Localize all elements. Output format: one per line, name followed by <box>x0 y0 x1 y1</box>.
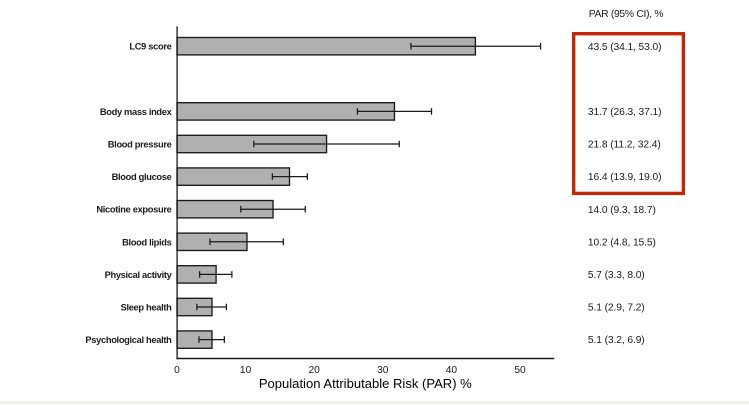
svg-text:Blood pressure: Blood pressure <box>108 140 172 150</box>
svg-text:16.4 (13.9, 19.0): 16.4 (13.9, 19.0) <box>588 172 662 183</box>
svg-text:10: 10 <box>240 365 252 376</box>
svg-text:10.2 (4.8, 15.5): 10.2 (4.8, 15.5) <box>588 237 656 248</box>
svg-text:43.5 (34.1, 53.0): 43.5 (34.1, 53.0) <box>588 42 662 53</box>
svg-text:LC9 score: LC9 score <box>129 42 171 52</box>
svg-text:20: 20 <box>309 365 321 376</box>
svg-text:Population Attributable Risk (: Population Attributable Risk (PAR) % <box>259 376 472 391</box>
svg-text:Blood lipids: Blood lipids <box>122 237 172 247</box>
svg-text:Nicotine exposure: Nicotine exposure <box>96 205 171 215</box>
svg-text:Body mass index: Body mass index <box>100 107 173 117</box>
svg-text:14.0 (9.3, 18.7): 14.0 (9.3, 18.7) <box>588 205 656 216</box>
svg-text:Physical activity: Physical activity <box>105 270 173 280</box>
svg-text:PAR (95% CI), %: PAR (95% CI), % <box>589 9 664 20</box>
svg-text:Blood glucose: Blood glucose <box>112 172 172 182</box>
svg-text:21.8 (11.2, 32.4): 21.8 (11.2, 32.4) <box>588 140 661 151</box>
svg-text:5.1 (3.2, 6.9): 5.1 (3.2, 6.9) <box>588 335 645 346</box>
svg-text:Psychological health: Psychological health <box>85 335 172 345</box>
svg-text:0: 0 <box>174 365 180 376</box>
svg-text:5.1 (2.9, 7.2): 5.1 (2.9, 7.2) <box>588 303 645 314</box>
svg-text:31.7 (26.3, 37.1): 31.7 (26.3, 37.1) <box>588 107 662 118</box>
svg-text:Sleep health: Sleep health <box>121 303 173 313</box>
svg-text:30: 30 <box>377 365 389 376</box>
svg-text:40: 40 <box>446 365 458 376</box>
svg-text:5.7 (3.3, 8.0): 5.7 (3.3, 8.0) <box>588 270 645 281</box>
svg-text:50: 50 <box>514 365 526 376</box>
